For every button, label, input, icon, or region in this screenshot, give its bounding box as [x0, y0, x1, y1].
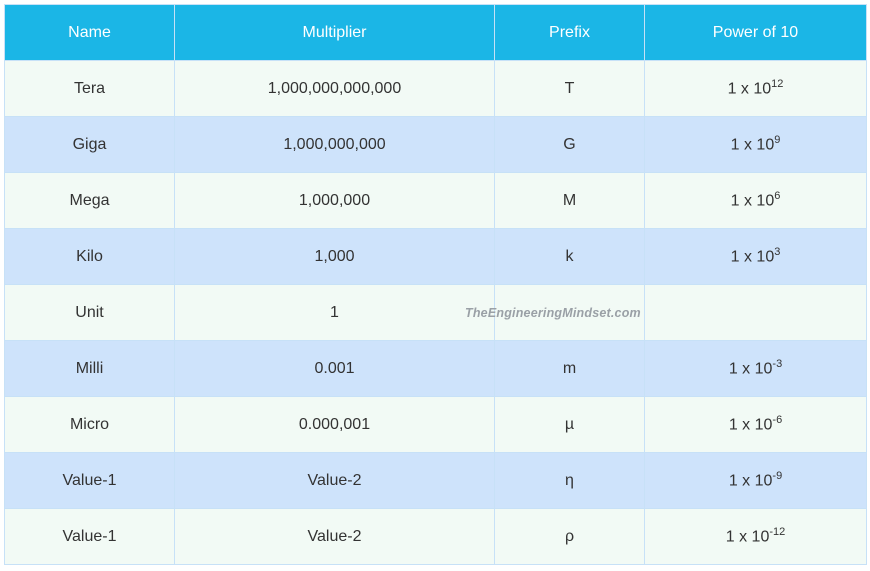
cell-name: Unit: [5, 285, 175, 341]
col-header-3: Power of 10: [645, 5, 867, 61]
cell-power: 1 x 109: [645, 117, 867, 173]
cell-name: Giga: [5, 117, 175, 173]
table-row: Tera1,000,000,000,000T1 x 1012: [5, 61, 867, 117]
power-base: 1 x 10: [726, 529, 770, 546]
power-exponent: -6: [772, 414, 782, 426]
cell-power: 1 x 10-3: [645, 341, 867, 397]
power-base: 1 x 10: [729, 417, 773, 434]
power-exponent: 9: [774, 134, 780, 146]
table-row: Micro0.000,001µ1 x 10-6: [5, 397, 867, 453]
cell-prefix: ρ: [495, 509, 645, 565]
cell-name: Value-1: [5, 453, 175, 509]
power-exponent: 6: [774, 190, 780, 202]
cell-name: Mega: [5, 173, 175, 229]
cell-prefix: k: [495, 229, 645, 285]
cell-multiplier: 0.001: [175, 341, 495, 397]
cell-multiplier: 1,000,000,000,000: [175, 61, 495, 117]
col-header-1: Multiplier: [175, 5, 495, 61]
cell-prefix: TheEngineeringMindset.com: [495, 285, 645, 341]
power-base: 1 x 10: [728, 81, 772, 98]
cell-prefix: G: [495, 117, 645, 173]
cell-prefix: M: [495, 173, 645, 229]
cell-multiplier: 1,000,000,000: [175, 117, 495, 173]
cell-power: 1 x 10-6: [645, 397, 867, 453]
cell-power: 1 x 106: [645, 173, 867, 229]
power-base: 1 x 10: [731, 193, 775, 210]
cell-name: Kilo: [5, 229, 175, 285]
cell-prefix: T: [495, 61, 645, 117]
cell-multiplier: 0.000,001: [175, 397, 495, 453]
cell-name: Value-1: [5, 509, 175, 565]
col-header-2: Prefix: [495, 5, 645, 61]
cell-multiplier: Value-2: [175, 453, 495, 509]
table-row: Mega1,000,000M1 x 106: [5, 173, 867, 229]
col-header-0: Name: [5, 5, 175, 61]
table-row: Milli0.001m1 x 10-3: [5, 341, 867, 397]
table-row: Unit1TheEngineeringMindset.com: [5, 285, 867, 341]
si-prefix-table: NameMultiplierPrefixPower of 10 Tera1,00…: [4, 4, 867, 565]
power-exponent: -9: [772, 470, 782, 482]
cell-multiplier: 1,000,000: [175, 173, 495, 229]
power-exponent: 12: [771, 78, 783, 90]
cell-power: 1 x 103: [645, 229, 867, 285]
cell-prefix: µ: [495, 397, 645, 453]
cell-name: Tera: [5, 61, 175, 117]
power-base: 1 x 10: [731, 249, 775, 266]
cell-multiplier: 1,000: [175, 229, 495, 285]
table-row: Kilo1,000k1 x 103: [5, 229, 867, 285]
power-base: 1 x 10: [729, 473, 773, 490]
cell-power: [645, 285, 867, 341]
power-base: 1 x 10: [729, 361, 773, 378]
table-header-row: NameMultiplierPrefixPower of 10: [5, 5, 867, 61]
table-row: Value-1Value-2η1 x 10-9: [5, 453, 867, 509]
cell-prefix: η: [495, 453, 645, 509]
power-exponent: -3: [772, 358, 782, 370]
cell-multiplier: 1: [175, 285, 495, 341]
table-row: Value-1Value-2ρ1 x 10-12: [5, 509, 867, 565]
power-base: 1 x 10: [731, 137, 775, 154]
cell-name: Micro: [5, 397, 175, 453]
power-exponent: 3: [774, 246, 780, 258]
power-exponent: -12: [769, 526, 785, 538]
cell-power: 1 x 10-9: [645, 453, 867, 509]
cell-name: Milli: [5, 341, 175, 397]
cell-power: 1 x 10-12: [645, 509, 867, 565]
cell-multiplier: Value-2: [175, 509, 495, 565]
cell-prefix: m: [495, 341, 645, 397]
table-row: Giga1,000,000,000G1 x 109: [5, 117, 867, 173]
cell-power: 1 x 1012: [645, 61, 867, 117]
